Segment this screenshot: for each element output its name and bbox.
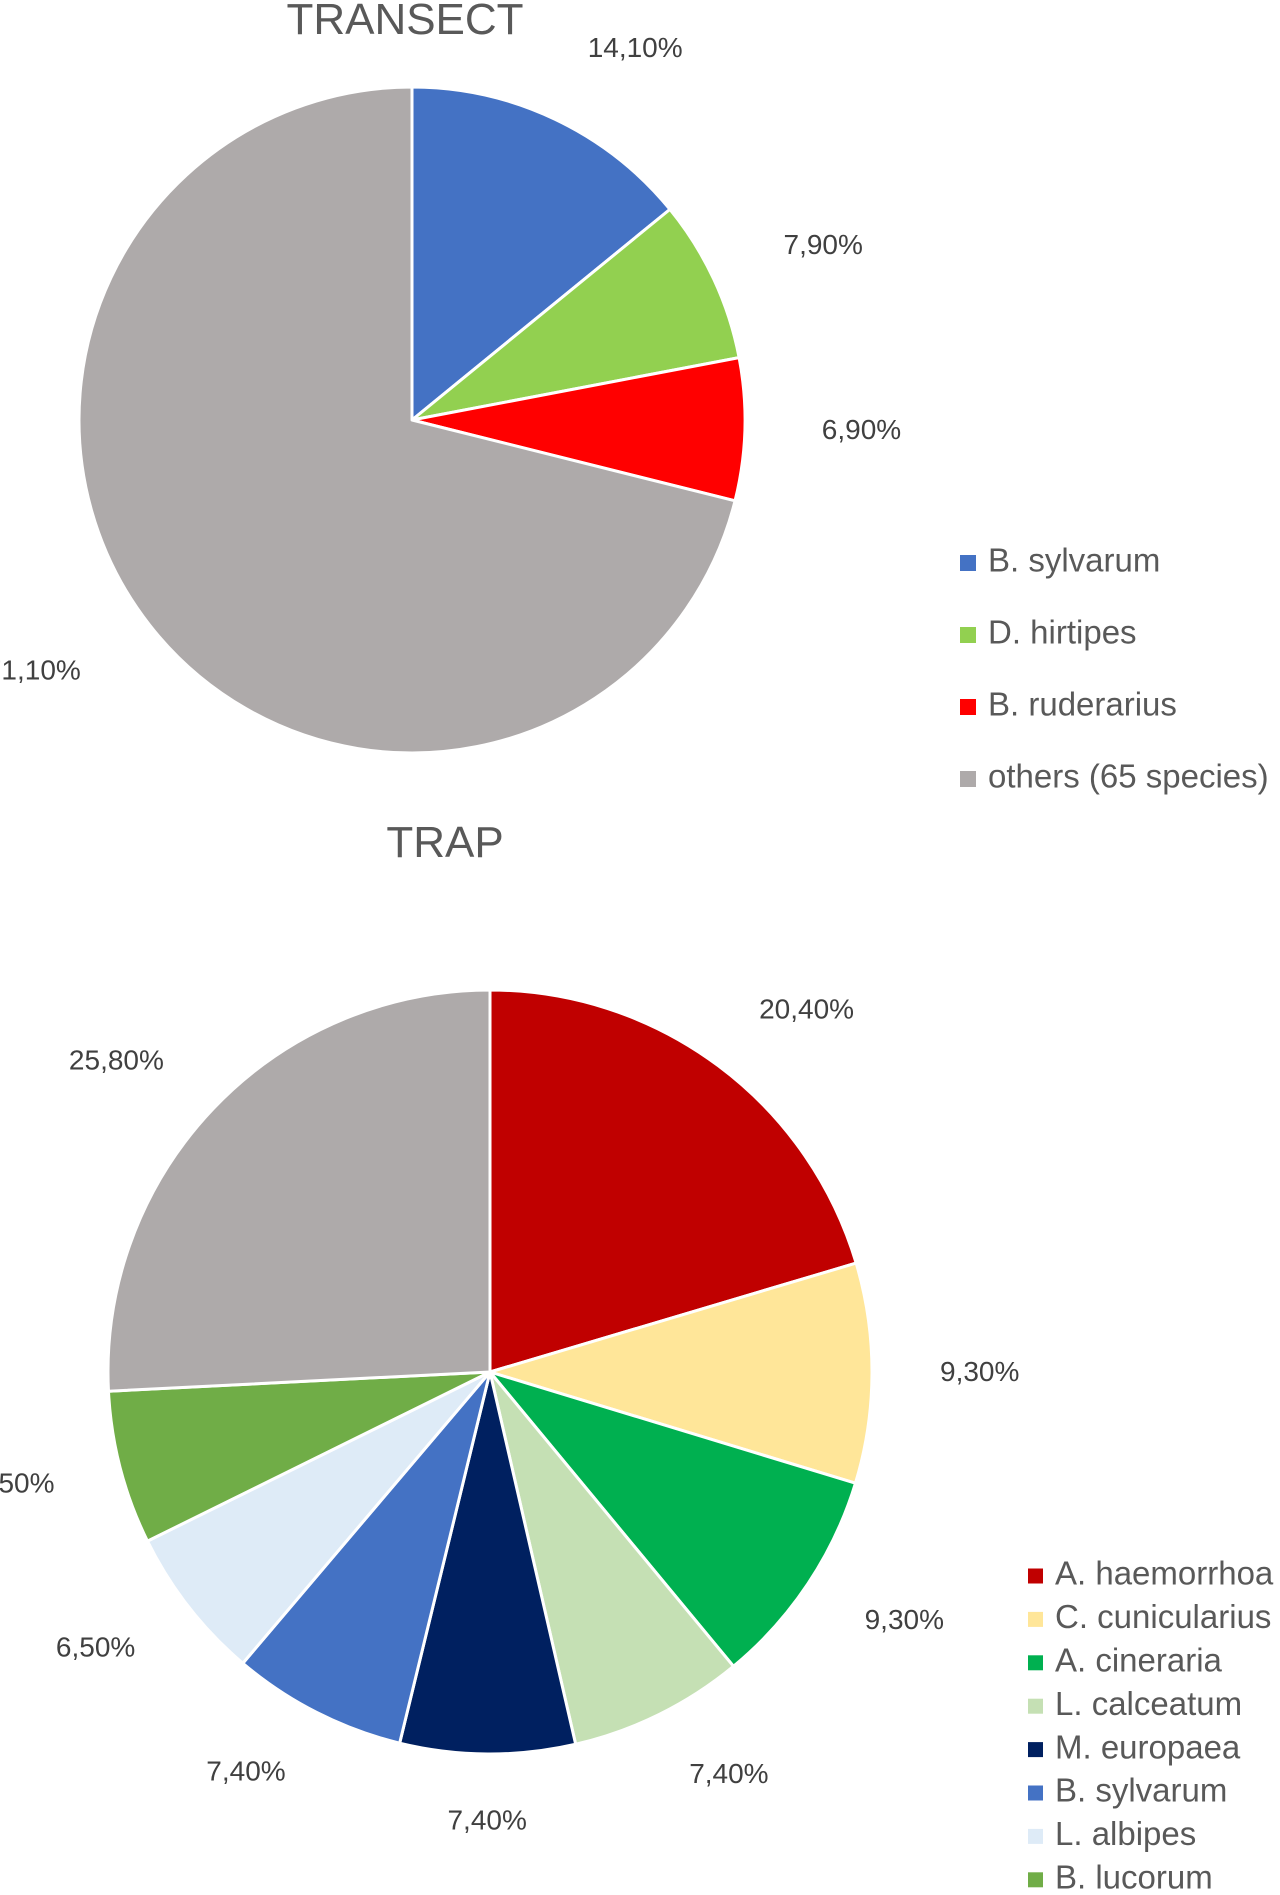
slice-d-hirtipes: [410, 207, 741, 422]
legend-label: L. albipes: [1055, 1815, 1196, 1852]
slice-b-sylvarum: [410, 85, 672, 422]
trap-data-labels: 20,40% 9,30% 9,30% 7,40% 7,40% 7,40% 6,50% 6,50…: [0, 994, 1019, 1836]
trap-slices: [106, 988, 874, 1756]
transect-slices: [77, 85, 747, 755]
legend-swatch: [1028, 1568, 1043, 1584]
transect-data-labels: 14,10% 7,90% 6,90% 71,10%: [0, 32, 901, 686]
data-label: 9,30%: [865, 1604, 944, 1635]
slice-others-65-species: [77, 85, 737, 755]
data-label: 71,10%: [0, 655, 81, 686]
legend-swatch: [1028, 1872, 1043, 1888]
data-label: 25,80%: [69, 1044, 164, 1075]
trap-pie-chart: TRAP 20,40% 9,30% 9,30% 7,40% 7,40% 7,40% 6,50…: [0, 818, 1274, 1895]
data-label: 7,40%: [206, 1755, 285, 1786]
slice-b-sylvarum: [241, 1370, 492, 1745]
legend-swatch: [960, 699, 976, 715]
data-label: 7,40%: [447, 1804, 526, 1835]
legend-label: B. ruderarius: [988, 686, 1177, 723]
trap-title: TRAP: [386, 818, 503, 867]
data-label: 6,50%: [56, 1631, 135, 1662]
slice-a-cineraria: [488, 1370, 857, 1668]
legend-swatch: [960, 555, 976, 571]
legend-swatch: [1028, 1785, 1043, 1801]
legend-label: D. hirtipes: [988, 614, 1137, 651]
legend-label: A. haemorrhoa: [1055, 1555, 1274, 1592]
legend-swatch: [1028, 1655, 1043, 1671]
legend-label: M. europaea: [1055, 1728, 1241, 1765]
slice-l-calceatum: [488, 1370, 735, 1746]
legend-swatch: [1028, 1742, 1043, 1758]
data-label: 6,90%: [822, 414, 901, 445]
data-label: 9,30%: [940, 1356, 1019, 1387]
slice-a-haemorrhoa: [488, 988, 858, 1374]
legend-swatch: [1028, 1828, 1043, 1844]
transect-title: TRANSECT: [286, 0, 523, 44]
legend-label: A. cineraria: [1055, 1642, 1223, 1679]
legend-label: B. sylvarum: [1055, 1772, 1227, 1809]
transect-pie-chart: TRANSECT 14,10% 7,90% 6,90% 71,10% B. sylva…: [0, 0, 1269, 795]
data-label: 20,40%: [759, 994, 854, 1025]
legend-label: B. sylvarum: [988, 542, 1160, 579]
slice-c-cunicularius: [488, 1261, 874, 1485]
slice-b-ruderarius: [410, 356, 747, 503]
legend-swatch: [960, 771, 976, 787]
slice-unlabeled-8: [106, 988, 492, 1393]
data-label: 7,90%: [784, 229, 863, 260]
slice-l-albipes: [145, 1370, 492, 1665]
legend-label: B. lucorum: [1055, 1859, 1213, 1895]
trap-legend: A. haemorrhoa C. cunicularius A. cineraria…: [1028, 1555, 1274, 1895]
slice-b-lucorum: [106, 1370, 492, 1543]
data-label: 6,50%: [0, 1468, 55, 1499]
data-label: 14,10%: [588, 32, 683, 63]
data-label: 7,40%: [689, 1758, 768, 1789]
legend-swatch: [960, 627, 976, 643]
legend-label: C. cunicularius: [1055, 1598, 1271, 1635]
slice-m-europaea: [398, 1370, 578, 1756]
legend-swatch: [1028, 1698, 1043, 1714]
legend-swatch: [1028, 1611, 1043, 1627]
legend-label: others (65 species): [988, 758, 1269, 795]
transect-legend: B. sylvarum D. hirtipes B. ruderarius other…: [960, 542, 1269, 795]
legend-label: L. calceatum: [1055, 1685, 1242, 1722]
